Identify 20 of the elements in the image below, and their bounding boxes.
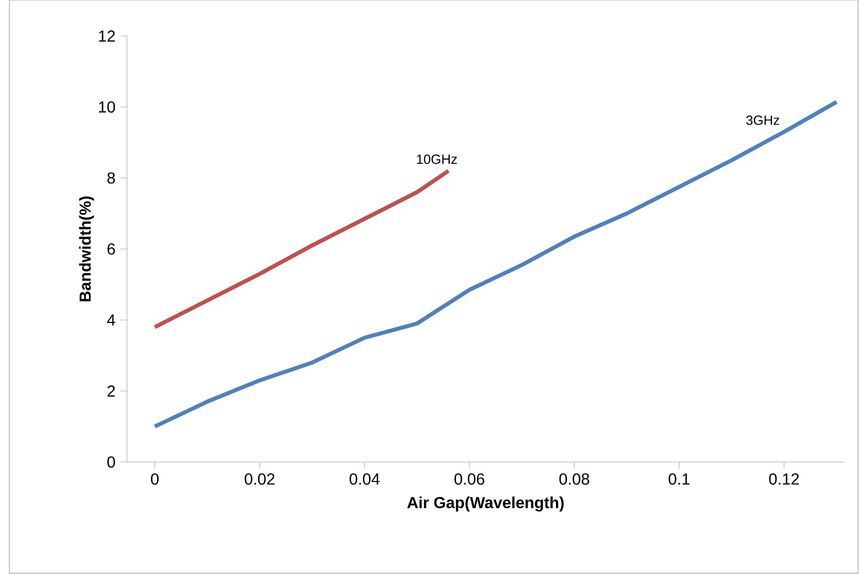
y-tick-label: 12 [99, 30, 115, 42]
y-tick-label: 10 [99, 101, 116, 113]
x-tick-label: 0.12 [769, 473, 799, 485]
y-tick-label: 6 [108, 243, 115, 255]
x-axis-title: Air Gap(Wavelength) [407, 496, 564, 512]
x-tick-label: 0.04 [350, 473, 380, 485]
x-tick-label: 0.06 [454, 473, 484, 485]
x-tick-label: 0.1 [668, 473, 690, 485]
line-series [152, 168, 450, 330]
y-tick-label: 2 [108, 385, 115, 397]
series-label: 10GHz [417, 154, 457, 164]
line-series [152, 100, 838, 428]
y-tick-label: 4 [107, 314, 116, 326]
y-tick-label: 8 [107, 172, 115, 184]
x-tick-label: 0 [150, 473, 159, 485]
series-label: 3GHz [746, 115, 780, 125]
y-tick-label: 0 [107, 456, 116, 468]
y-axis-title: Bandwidth(%) [79, 196, 94, 302]
x-tick-label: 0.02 [244, 473, 274, 485]
x-tick-label: 0.08 [559, 473, 590, 485]
